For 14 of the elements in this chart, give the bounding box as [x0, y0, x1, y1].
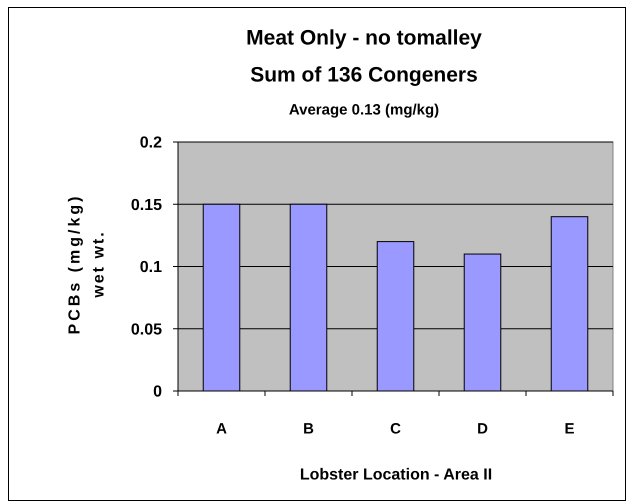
x-tick-label: B	[303, 420, 314, 438]
y-tick-label: 0.15	[130, 196, 162, 214]
x-tick-label: C	[390, 420, 402, 438]
y-tick-label: 0.2	[140, 134, 162, 152]
x-tick-label: D	[477, 420, 488, 438]
y-tick-label: 0	[153, 384, 162, 401]
chart-subtitle: Average 0.13 (mg/kg)	[288, 101, 440, 118]
y-tick-label: 0.05	[130, 321, 162, 338]
x-tick-label: E	[564, 420, 575, 438]
y-tick-label: 0.1	[140, 259, 162, 276]
x-tick-label: A	[216, 420, 228, 438]
chart-title: Meat Only - no tomalley Sum of 136 Congeners	[246, 26, 482, 86]
y-axis-title: PCBs (mg/kg) wet wt.	[66, 194, 108, 334]
x-axis-title: Lobster Location - Area II	[300, 466, 492, 484]
